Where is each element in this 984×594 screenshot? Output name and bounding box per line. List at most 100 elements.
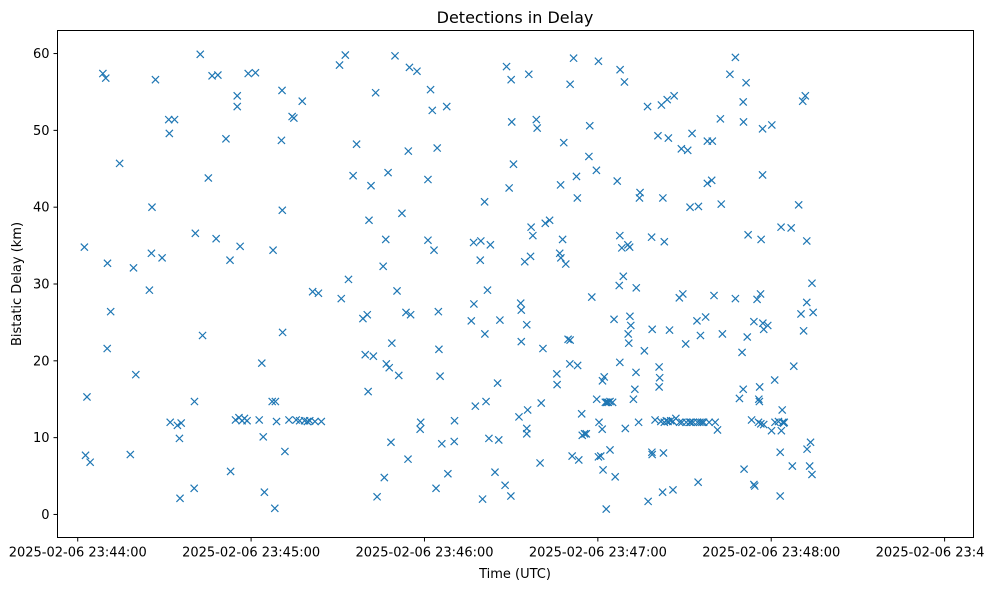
data-point <box>476 256 485 265</box>
data-point <box>532 115 541 124</box>
data-point <box>381 235 390 244</box>
data-point <box>397 209 406 218</box>
y-axis-label: Bistatic Delay (km) <box>10 222 25 346</box>
data-point <box>659 448 668 458</box>
data-point <box>471 402 480 411</box>
data-point <box>574 455 583 464</box>
data-point <box>739 97 748 106</box>
data-point <box>799 326 808 335</box>
data-point <box>577 409 586 418</box>
data-point <box>555 249 564 258</box>
data-point <box>272 417 281 426</box>
data-point <box>243 416 252 425</box>
data-points <box>80 50 818 514</box>
data-point <box>694 478 703 487</box>
data-point <box>803 445 812 454</box>
data-point <box>82 392 91 401</box>
data-point <box>777 223 786 232</box>
data-point <box>269 246 278 255</box>
data-point <box>780 418 789 427</box>
x-axis-ticks: 2025-02-06 23:44:00 2025-02-06 23:45:00 20… <box>9 537 984 561</box>
data-point <box>536 458 545 468</box>
data-point <box>523 405 532 415</box>
data-point <box>204 173 213 183</box>
data-point <box>480 329 489 338</box>
data-point <box>643 102 652 111</box>
data-point <box>653 131 662 140</box>
data-point <box>317 417 326 426</box>
data-point <box>787 223 796 232</box>
data-point <box>259 432 268 441</box>
data-point <box>668 485 678 494</box>
data-point <box>533 124 542 133</box>
data-point <box>442 102 451 111</box>
data-point <box>524 70 533 79</box>
data-point <box>739 117 748 126</box>
y-tick-label: 50 <box>33 124 50 139</box>
data-point <box>802 236 811 246</box>
x-axis-label: Time (UTC) <box>478 567 551 582</box>
data-point <box>617 243 626 252</box>
data-point <box>756 289 765 299</box>
data-point <box>432 484 441 493</box>
data-point <box>170 115 179 124</box>
data-point <box>284 415 293 424</box>
data-point <box>686 203 695 212</box>
data-point <box>596 452 605 461</box>
data-point <box>594 57 603 66</box>
data-point <box>655 373 664 382</box>
data-point <box>796 309 806 318</box>
data-point <box>450 416 459 425</box>
data-point <box>695 418 704 427</box>
data-point <box>731 294 740 303</box>
data-point <box>592 395 601 404</box>
data-point <box>647 233 656 242</box>
data-point <box>801 91 810 100</box>
data-point <box>298 97 307 106</box>
data-point <box>390 51 400 60</box>
data-point <box>482 397 491 406</box>
data-point <box>624 339 633 348</box>
data-point <box>610 315 619 324</box>
data-point <box>807 470 816 479</box>
data-point <box>725 70 734 79</box>
data-point <box>517 337 526 346</box>
data-point <box>794 200 803 209</box>
data-point <box>363 310 372 319</box>
y-tick-label: 40 <box>33 201 50 216</box>
data-point <box>629 395 638 404</box>
data-point <box>556 253 565 262</box>
data-point <box>703 179 712 188</box>
data-point <box>277 136 286 145</box>
data-point <box>361 350 370 359</box>
data-point <box>632 283 641 292</box>
data-point <box>115 159 124 168</box>
data-point <box>552 369 561 378</box>
data-point <box>709 291 719 300</box>
data-point <box>592 166 601 175</box>
data-point <box>469 299 478 308</box>
data-point <box>516 299 525 308</box>
data-point <box>198 331 207 340</box>
data-point <box>600 372 609 381</box>
data-point <box>401 308 411 317</box>
data-point <box>670 91 679 100</box>
data-point <box>584 152 593 161</box>
data-point <box>742 78 751 87</box>
data-point <box>434 307 443 316</box>
data-point <box>763 321 772 330</box>
data-point <box>634 418 643 427</box>
data-point <box>393 286 402 295</box>
data-point <box>677 144 686 153</box>
data-point <box>437 439 446 448</box>
data-point <box>289 114 298 123</box>
data-point <box>754 395 763 404</box>
data-point <box>450 437 459 446</box>
data-point <box>467 316 476 325</box>
data-point <box>594 452 603 461</box>
data-point <box>429 246 439 255</box>
data-point <box>616 65 625 74</box>
data-point <box>191 229 200 238</box>
data-point <box>506 491 515 501</box>
